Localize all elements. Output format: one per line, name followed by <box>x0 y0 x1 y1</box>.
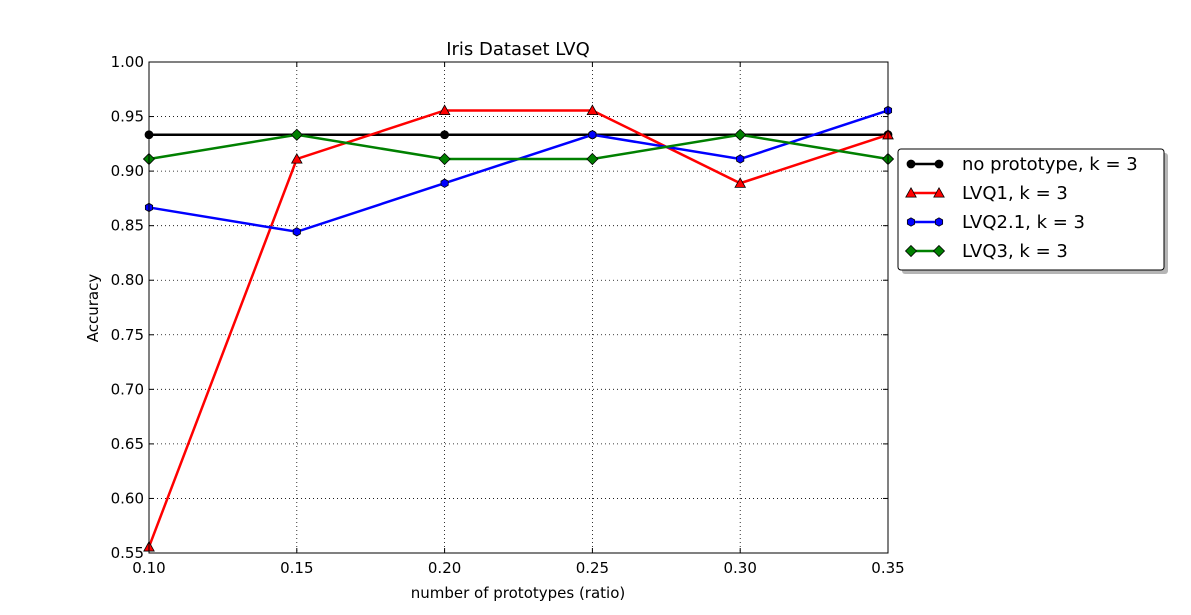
legend-marker <box>906 217 916 227</box>
data-point <box>734 177 747 188</box>
data-point <box>586 152 599 166</box>
series-2 <box>143 104 894 552</box>
y-axis-label: Accuracy <box>84 274 102 343</box>
y-tick-label: 0.55 <box>111 544 144 562</box>
x-tick-label: 0.35 <box>871 559 904 577</box>
data-point <box>588 130 597 140</box>
y-tick-label: 0.70 <box>111 380 144 398</box>
data-point <box>292 227 301 237</box>
data-point <box>736 154 745 164</box>
y-tick-label: 1.00 <box>111 53 144 71</box>
x-tick-label: 0.30 <box>723 559 756 577</box>
legend-marker <box>933 186 945 198</box>
y-tick-label: 0.65 <box>111 435 144 453</box>
data-point <box>290 152 303 164</box>
legend-marker <box>934 217 944 227</box>
legend-label: no prototype, k = 3 <box>962 154 1138 175</box>
x-tick-label: 0.20 <box>428 559 461 577</box>
y-tick-label: 0.85 <box>111 217 144 235</box>
legend-marker <box>932 244 946 258</box>
data-point <box>440 130 450 140</box>
y-tick-label: 0.75 <box>111 326 144 344</box>
x-tick-label: 0.25 <box>576 559 609 577</box>
ticks: 0.10 0.15 0.20 0.25 0.30 0.35 0.55 0.60 0.65 0.70… <box>111 53 905 577</box>
legend-marker <box>906 159 916 169</box>
legend-label: LVQ3, k = 3 <box>962 241 1068 262</box>
data-point <box>586 104 599 116</box>
legend-entry: LVQ1, k = 3 <box>905 183 1068 204</box>
legend-label: LVQ2.1, k = 3 <box>962 212 1085 233</box>
legend-marker <box>905 186 917 198</box>
series-line <box>148 133 889 161</box>
plot-frame <box>148 61 889 554</box>
legend-entry: LVQ3, k = 3 <box>904 241 1068 262</box>
series-4 <box>143 128 894 166</box>
data-point <box>440 178 449 188</box>
data-point <box>734 128 747 141</box>
data-point <box>438 152 451 166</box>
legend-marker <box>934 159 944 169</box>
series-layer <box>143 104 894 552</box>
y-tick-label: 0.95 <box>111 108 144 126</box>
y-tick-label: 0.90 <box>111 162 144 180</box>
y-tick-label: 0.60 <box>111 489 144 507</box>
series-line <box>147 109 889 548</box>
x-axis-label: number of prototypes (ratio) <box>411 584 626 602</box>
x-tick-label: 0.10 <box>132 559 165 577</box>
legend-marker <box>904 244 918 258</box>
legend-entry: LVQ2.1, k = 3 <box>906 212 1085 233</box>
legend-label: LVQ1, k = 3 <box>962 183 1068 204</box>
data-point <box>290 128 303 141</box>
legend-box <box>897 148 1165 271</box>
x-tick-label: 0.15 <box>280 559 313 577</box>
y-tick-label: 0.80 <box>111 271 144 289</box>
legend: no prototype, k = 3 LVQ1, k = 3 LVQ2.1, k … <box>897 148 1168 274</box>
data-point <box>438 104 451 116</box>
series-1 <box>144 130 893 140</box>
legend-entry: no prototype, k = 3 <box>906 154 1138 175</box>
chart-title: Iris Dataset LVQ <box>446 39 590 60</box>
